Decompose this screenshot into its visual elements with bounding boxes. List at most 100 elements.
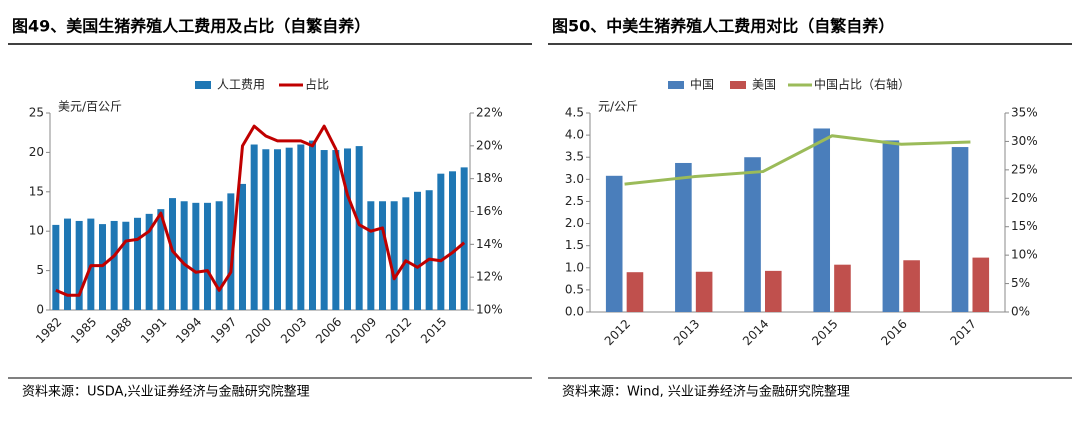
figure-title: 图50、中美生猪养殖人工费用对比（自繁自养） [552,17,894,36]
y2-tick-label: 5% [1011,276,1030,290]
x-tick-label: 2013 [671,317,702,348]
bar [110,220,118,310]
x-tick-label: 2015 [809,317,840,348]
bar [262,149,270,310]
bar [882,140,900,312]
x-tick-label: 2006 [313,315,344,346]
y2-tick-label: 35% [1011,106,1038,120]
y2-tick-label: 18% [476,171,503,185]
bar [157,209,165,310]
y-tick-label: 1.0 [565,260,584,274]
bar [605,175,623,312]
y2-tick-label: 10% [1011,248,1038,262]
y2-tick-label: 25% [1011,162,1038,176]
bar [460,167,468,310]
x-tick-label: 2003 [278,315,309,346]
y-tick-label: 5 [36,263,44,277]
x-tick-label: 1997 [208,315,239,346]
x-tick-label: 2012 [602,317,633,348]
x-tick-label: 1982 [33,315,64,346]
y-axis-label: 元/公斤 [598,100,638,114]
y-tick-label: 1.5 [565,238,584,252]
x-tick-label: 2009 [348,315,379,346]
bar [744,157,761,312]
legend-swatch [730,81,746,89]
y2-tick-label: 12% [476,270,503,284]
y2-tick-label: 16% [476,204,503,218]
legend-label: 美国 [752,78,776,92]
y2-tick-label: 0% [1011,305,1030,319]
legend-label: 中国占比（右轴） [814,77,910,92]
bar [332,150,340,310]
bar [122,221,130,310]
y-tick-label: 3.5 [565,150,584,164]
bar [64,218,71,310]
bar [204,202,211,310]
x-tick-label: 2012 [383,315,414,346]
x-tick-label: 2017 [948,317,979,348]
bar [192,202,200,310]
bar [813,128,831,312]
y2-tick-label: 15% [1011,219,1038,233]
bar [285,147,293,310]
x-tick-label: 1991 [138,315,169,346]
bar [414,191,421,310]
bar [626,272,644,312]
y-axis-label: 美元/百公斤 [58,100,122,114]
legend-label: 占比 [305,77,329,92]
bar [227,193,235,310]
bar [437,173,445,310]
bar [355,146,363,310]
bar [449,171,456,310]
y-tick-label: 4.5 [565,106,584,120]
legend-label: 人工费用 [217,78,265,92]
bar [402,197,410,310]
bar [390,201,398,310]
y2-tick-label: 30% [1011,134,1038,148]
y-tick-label: 0.5 [565,282,584,296]
y-tick-label: 2.5 [565,194,584,208]
x-tick-label: 2016 [878,317,909,348]
y2-tick-label: 20% [1011,191,1038,205]
y-tick-label: 3.0 [565,172,584,186]
y2-tick-label: 20% [476,138,503,152]
x-tick-label: 1985 [68,315,99,346]
bar [972,257,990,312]
bar [834,264,851,312]
y-tick-label: 2.0 [565,216,584,230]
bar [764,270,782,312]
x-tick-label: 1988 [103,315,134,346]
bar [215,201,223,310]
line [55,124,466,297]
legend-swatch [668,81,684,89]
bar [239,183,246,310]
bar [675,162,692,312]
bar [250,144,258,310]
bar [425,190,433,310]
bar [903,260,920,312]
bar [52,224,60,310]
y-tick-label: 25 [29,106,44,120]
bar [309,140,316,310]
bar [297,144,305,310]
x-tick-label: 1994 [173,315,204,346]
source: 资料来源：Wind, 兴业证券经济与金融研究院整理 [562,384,850,400]
source: 资料来源：USDA,兴业证券经济与金融研究院整理 [22,384,310,400]
bar [75,220,83,310]
y-tick-label: 4.0 [565,128,584,142]
bar [180,201,188,310]
y2-tick-label: 10% [476,303,503,317]
y2-tick-label: 22% [476,106,503,120]
bar [379,201,386,310]
bar [134,217,141,310]
x-tick-label: 2015 [418,315,449,346]
bar [367,201,375,310]
x-tick-label: 2000 [243,315,274,346]
line [624,134,971,186]
legend-swatch [195,81,211,89]
bar [145,213,153,310]
bar [169,198,176,310]
y-tick-label: 10 [29,224,44,238]
